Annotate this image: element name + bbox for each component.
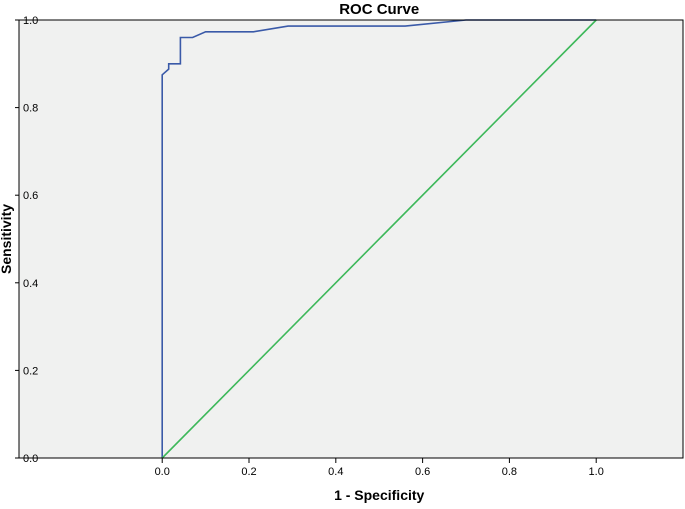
y-tick-label: 1.0 xyxy=(23,15,38,27)
y-tick-label: 0.0 xyxy=(23,453,38,465)
series-layer xyxy=(161,19,597,459)
y-axis: 0.0 0.2 0.4 0.6 0.8 1.0 xyxy=(15,15,38,465)
x-tick-label: 1.0 xyxy=(589,466,604,478)
y-tick-label: 0.6 xyxy=(23,190,38,202)
x-tick-label: 0.8 xyxy=(502,466,517,478)
x-tick-label: 0.4 xyxy=(328,466,343,478)
x-tick-label: 0.0 xyxy=(155,466,170,478)
x-tick-label: 0.2 xyxy=(241,466,256,478)
x-axis: 0.0 0.2 0.4 0.6 0.8 1.0 xyxy=(155,458,604,478)
roc-curve-line xyxy=(161,19,597,458)
x-tick-label: 0.6 xyxy=(415,466,430,478)
x-axis-title: 1 - Specificity xyxy=(334,487,424,503)
y-tick-label: 0.8 xyxy=(23,103,38,115)
y-axis-title: Sensitivity xyxy=(0,204,14,274)
y-tick-label: 0.2 xyxy=(23,365,38,377)
chart-title: ROC Curve xyxy=(339,1,419,18)
plot-area xyxy=(19,20,683,458)
plot-frame xyxy=(18,19,684,459)
reference-line xyxy=(161,19,597,459)
y-tick-label: 0.4 xyxy=(23,278,38,290)
